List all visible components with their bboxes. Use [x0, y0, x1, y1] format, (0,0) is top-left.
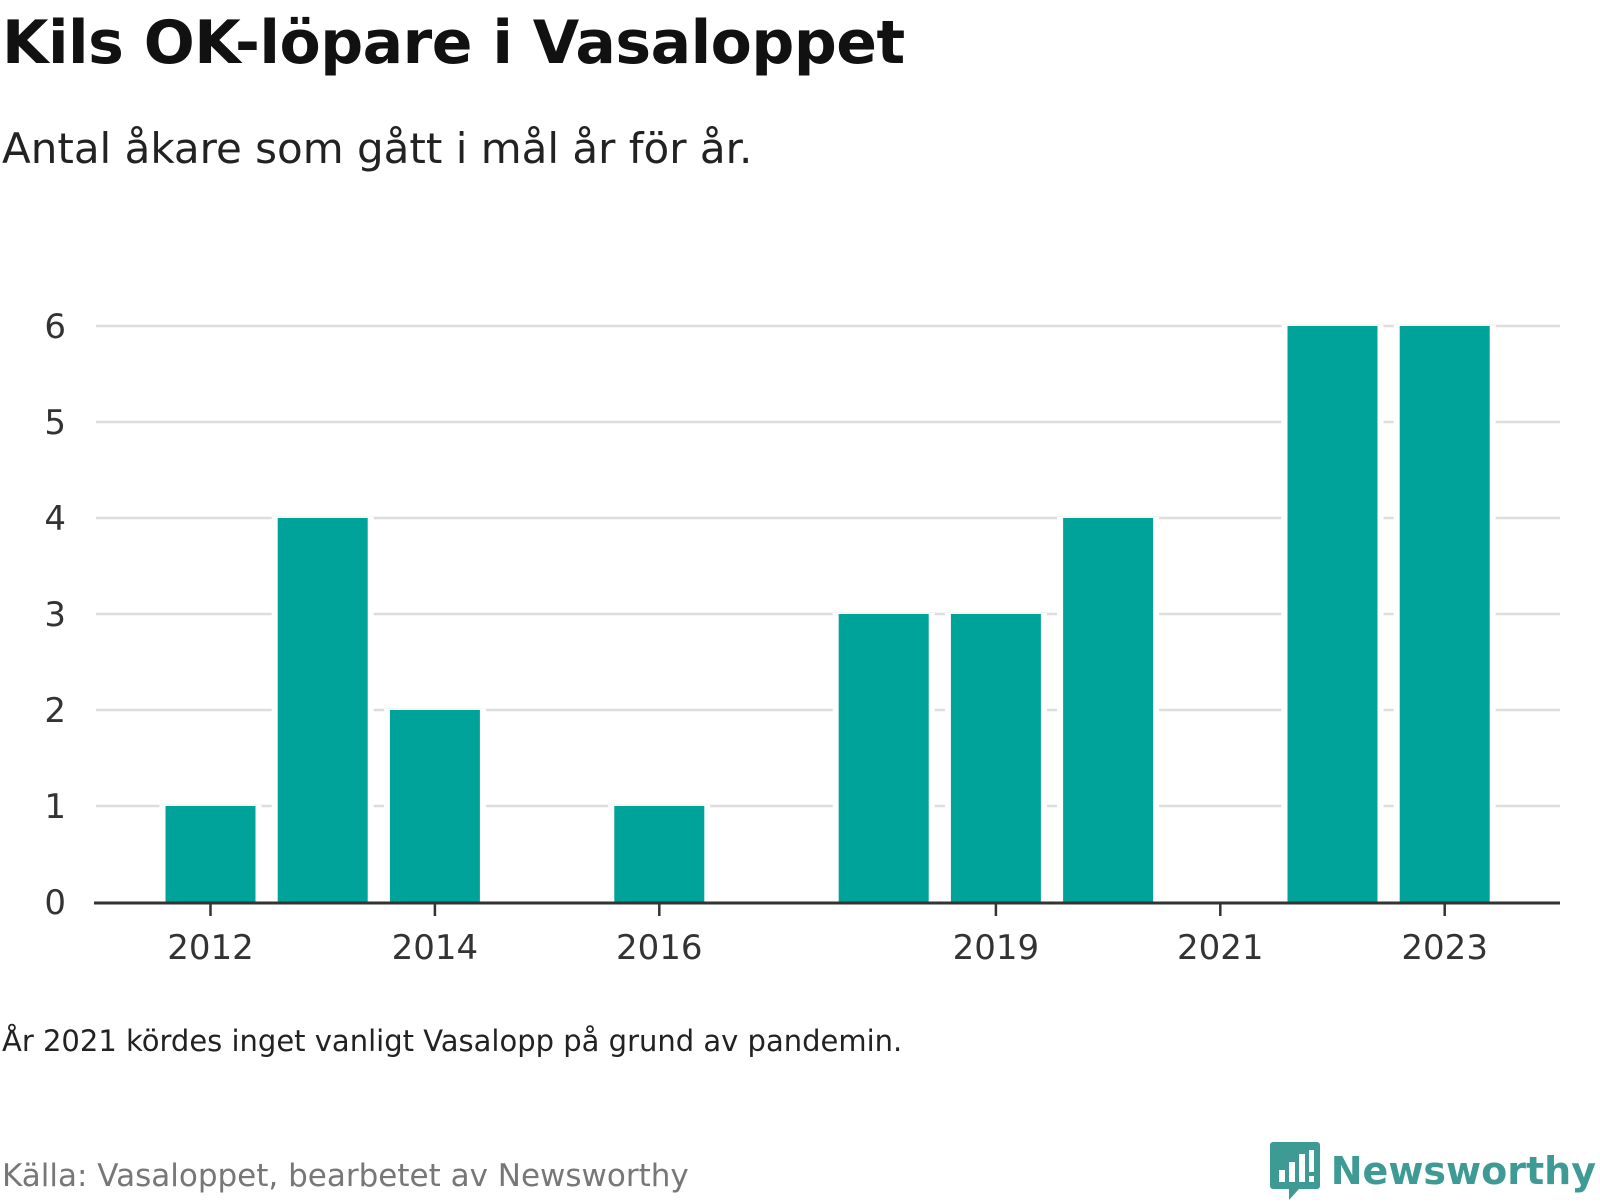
y-tick-label: 1 [44, 787, 66, 827]
bar-2012[interactable] [165, 806, 256, 902]
x-tick-labels: 2012 2014 2016 2019 2021 2023 [167, 928, 1488, 968]
chart-title: Kils OK-löpare i Vasaloppet [2, 8, 905, 78]
chart-subtitle: Antal åkare som gått i mål år för år. [2, 124, 753, 173]
bar-chart: 0 1 2 3 4 5 6 2012 2014 2016 2019 2021 2023 [44, 307, 1560, 968]
y-tick-label: 0 [44, 883, 66, 923]
source-text: Källa: Vasaloppet, bearbetet av Newswort… [2, 1158, 689, 1194]
y-tick-label: 4 [44, 499, 66, 539]
bar-2019[interactable] [950, 614, 1041, 902]
x-axis [94, 901, 1560, 916]
x-tick-label: 2016 [616, 928, 703, 968]
x-tick-label: 2023 [1401, 928, 1488, 968]
bars [159, 325, 1496, 902]
bar-2018[interactable] [838, 614, 929, 902]
y-tick-label: 6 [44, 307, 66, 347]
x-tick-label: 2019 [953, 928, 1040, 968]
bar-2013[interactable] [277, 518, 368, 902]
brand-logo[interactable]: Newsworthy [1269, 1140, 1596, 1202]
y-tick-labels: 0 1 2 3 4 5 6 [44, 307, 66, 923]
y-tick-label: 5 [44, 403, 66, 443]
chart-note: År 2021 kördes inget vanligt Vasalopp på… [2, 1024, 903, 1058]
y-tick-label: 2 [44, 691, 66, 731]
bar-2020[interactable] [1063, 518, 1154, 902]
bar-2022[interactable] [1287, 326, 1378, 902]
brand-name: Newsworthy [1330, 1149, 1596, 1193]
newsworthy-logo-icon [1269, 1142, 1320, 1200]
bar-2023[interactable] [1399, 326, 1490, 902]
y-tick-label: 3 [44, 595, 66, 635]
x-tick-label: 2014 [392, 928, 479, 968]
bar-2016[interactable] [614, 806, 705, 902]
x-tick-label: 2021 [1177, 928, 1264, 968]
x-tick-label: 2012 [167, 928, 254, 968]
bar-2014[interactable] [389, 710, 480, 902]
